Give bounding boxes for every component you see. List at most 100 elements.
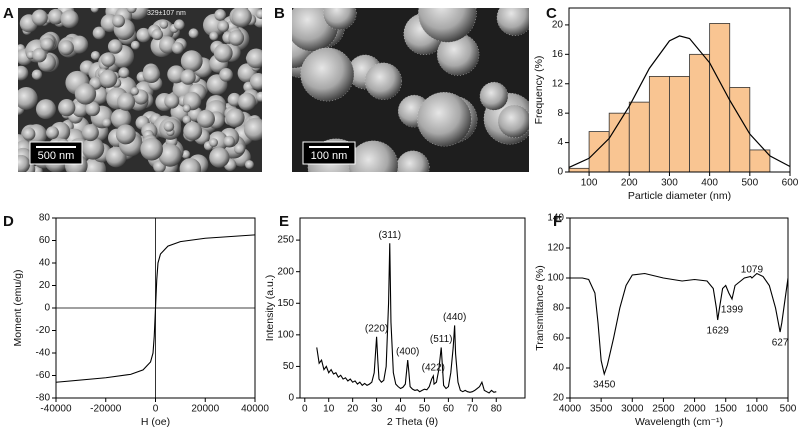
bar xyxy=(588,131,610,173)
x-tick-label: 70 xyxy=(467,404,479,415)
y-tick-label: 140 xyxy=(547,213,564,224)
particle xyxy=(99,69,118,88)
y-tick-label: -20 xyxy=(36,325,51,336)
particle xyxy=(182,115,192,125)
y-tick-label: 12 xyxy=(552,78,564,89)
particle xyxy=(436,33,480,76)
particle xyxy=(255,9,262,19)
panel-label: B xyxy=(274,5,285,22)
particle xyxy=(180,69,196,85)
y-tick-label: 20 xyxy=(553,393,565,404)
annotation: (400) xyxy=(396,347,419,358)
scale-bar-label: 500 nm xyxy=(38,150,75,162)
y-tick-label: 0 xyxy=(44,303,50,314)
particle xyxy=(217,20,230,33)
y-tick-label: -60 xyxy=(36,370,51,381)
x-tick-label: -40000 xyxy=(40,404,72,415)
particle xyxy=(101,52,116,67)
y-tick-label: 100 xyxy=(547,273,564,284)
particle xyxy=(213,43,233,63)
x-tick-label: 1000 xyxy=(746,404,769,415)
y-tick-label: 60 xyxy=(39,235,51,246)
particle xyxy=(173,19,185,31)
x-tick-label: 40 xyxy=(395,404,407,415)
particle xyxy=(228,30,245,46)
particle xyxy=(115,124,136,145)
x-tick-label: 0 xyxy=(302,404,308,415)
particle xyxy=(245,160,254,170)
y-tick-label: 60 xyxy=(553,333,565,344)
x-tick-label: 500 xyxy=(741,178,758,189)
particle xyxy=(323,8,357,31)
particle xyxy=(348,140,399,172)
plot-frame xyxy=(299,217,526,399)
particle xyxy=(18,87,38,110)
x-tick-label: 1500 xyxy=(715,404,738,415)
x-tick-label: 20000 xyxy=(191,404,219,415)
particle xyxy=(18,65,29,81)
plot-frame xyxy=(55,217,256,399)
y-axis-label: Frequency (%) xyxy=(533,56,545,125)
plot-frame xyxy=(568,7,791,173)
particle xyxy=(246,48,262,69)
particle xyxy=(71,100,89,118)
particle xyxy=(130,87,139,96)
particle xyxy=(90,50,101,61)
image-note: 329±107 nm xyxy=(147,10,186,17)
bar xyxy=(648,75,670,173)
y-tick-label: 40 xyxy=(39,258,51,269)
particle xyxy=(105,146,127,168)
y-tick-label: 200 xyxy=(277,266,294,277)
line xyxy=(55,234,256,383)
y-tick-label: 120 xyxy=(547,243,564,254)
particle xyxy=(70,35,89,54)
x-tick-label: 30 xyxy=(371,404,383,415)
particle xyxy=(182,104,191,113)
annotation: (220) xyxy=(365,323,388,334)
particle xyxy=(227,92,242,107)
y-tick-label: 50 xyxy=(283,361,295,372)
y-tick-label: 0 xyxy=(557,167,563,178)
x-tick-label: 80 xyxy=(491,404,503,415)
y-axis-label: Moment (emu/g) xyxy=(12,269,24,346)
x-tick-label: 10 xyxy=(323,404,335,415)
y-tick-label: 250 xyxy=(277,235,294,246)
plot-frame xyxy=(569,217,789,399)
y-tick-label: 4 xyxy=(557,137,563,148)
y-tick-label: 20 xyxy=(39,280,51,291)
particle xyxy=(158,143,182,167)
annotation: 1399 xyxy=(721,305,744,316)
bar xyxy=(709,23,731,173)
particle xyxy=(249,73,262,90)
y-tick-label: -40 xyxy=(36,348,51,359)
particle xyxy=(255,91,262,102)
annotation: (511) xyxy=(430,334,453,345)
particle xyxy=(396,150,430,172)
particle xyxy=(31,9,48,26)
line xyxy=(570,272,789,376)
scale-bar-label: 100 nm xyxy=(311,150,348,162)
y-tick-label: 40 xyxy=(553,363,565,374)
line xyxy=(316,243,497,394)
particle xyxy=(496,8,529,36)
particle xyxy=(110,108,132,129)
particle xyxy=(180,50,203,73)
x-tick-label: 50 xyxy=(419,404,431,415)
particle xyxy=(140,137,163,161)
x-tick-label: 500 xyxy=(780,404,797,415)
particle xyxy=(107,39,123,54)
particle xyxy=(231,8,252,28)
particle xyxy=(136,27,151,43)
y-tick-label: 150 xyxy=(277,298,294,309)
particle xyxy=(418,8,477,43)
particle xyxy=(45,126,59,140)
x-tick-label: 60 xyxy=(443,404,455,415)
panel-label: A xyxy=(3,5,14,22)
particle xyxy=(497,104,529,138)
particle xyxy=(196,109,215,128)
x-tick-label: 20 xyxy=(347,404,359,415)
particle xyxy=(225,108,245,128)
particle xyxy=(112,14,125,28)
annotation: 627 xyxy=(772,338,789,349)
